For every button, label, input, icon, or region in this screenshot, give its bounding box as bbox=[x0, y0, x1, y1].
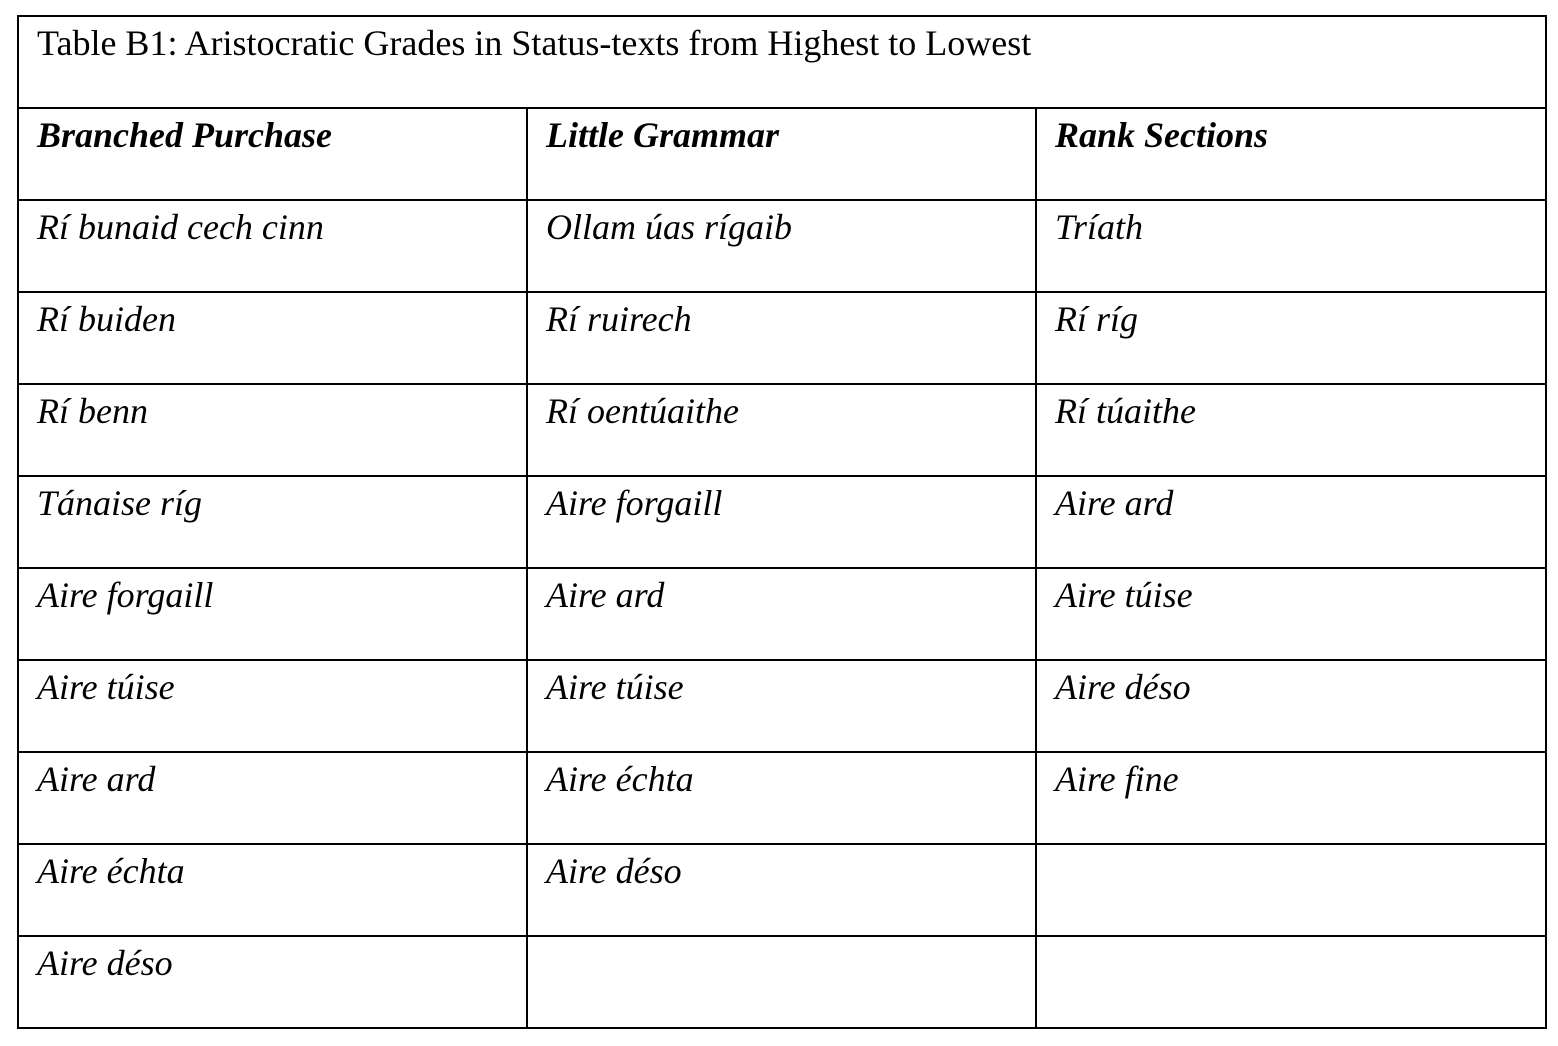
table-row: Aire ard Aire échta Aire fine bbox=[17, 751, 1548, 845]
column-header: Rank Sections bbox=[1034, 107, 1548, 201]
grade-cell: Aire déso bbox=[1034, 659, 1548, 753]
grade-cell: Aire fine bbox=[1034, 751, 1548, 845]
grade-cell: Aire forgaill bbox=[17, 567, 528, 661]
grade-cell: Aire ard bbox=[1034, 475, 1548, 569]
grade-cell: Aire échta bbox=[17, 843, 528, 937]
table-row: Aire échta Aire déso bbox=[17, 843, 1548, 937]
grade-cell: Rí bunaid cech cinn bbox=[17, 199, 528, 293]
grade-cell: Ollam úas rígaib bbox=[526, 199, 1037, 293]
grade-cell: Aire túise bbox=[17, 659, 528, 753]
table-row: Tánaise ríg Aire forgaill Aire ard bbox=[17, 475, 1548, 569]
table-body: Table B1: Aristocratic Grades in Status-… bbox=[16, 15, 1548, 1029]
grade-cell: Aire déso bbox=[526, 843, 1037, 937]
empty-cell bbox=[526, 935, 1037, 1029]
table-row: Rí buiden Rí ruirech Rí ríg bbox=[17, 291, 1548, 385]
empty-cell bbox=[1034, 843, 1548, 937]
title-row: Table B1: Aristocratic Grades in Status-… bbox=[16, 15, 1548, 109]
grade-cell: Tánaise ríg bbox=[17, 475, 528, 569]
grade-cell: Aire túise bbox=[1034, 567, 1548, 661]
grade-cell: Rí oentúaithe bbox=[526, 383, 1037, 477]
grade-cell: Rí benn bbox=[17, 383, 528, 477]
grade-cell: Aire déso bbox=[17, 935, 528, 1029]
table-row: Aire déso bbox=[17, 935, 1548, 1029]
grade-cell: Aire ard bbox=[526, 567, 1037, 661]
table-title: Table B1: Aristocratic Grades in Status-… bbox=[16, 15, 1548, 109]
table-row: Aire forgaill Aire ard Aire túise bbox=[17, 567, 1548, 661]
grades-table: Table B1: Aristocratic Grades in Status-… bbox=[16, 15, 1548, 1029]
grade-cell: Aire forgaill bbox=[526, 475, 1037, 569]
empty-cell bbox=[1034, 935, 1548, 1029]
grade-cell: Rí ríg bbox=[1034, 291, 1548, 385]
column-header: Little Grammar bbox=[526, 107, 1037, 201]
grade-cell: Rí buiden bbox=[17, 291, 528, 385]
grade-cell: Aire túise bbox=[526, 659, 1037, 753]
table-row: Rí bunaid cech cinn Ollam úas rígaib Tríat… bbox=[17, 199, 1548, 293]
grade-cell: Aire échta bbox=[526, 751, 1037, 845]
table-row: Rí benn Rí oentúaithe Rí túaithe bbox=[17, 383, 1548, 477]
grade-cell: Tríath bbox=[1034, 199, 1548, 293]
table-row: Aire túise Aire túise Aire déso bbox=[17, 659, 1548, 753]
header-row: Branched Purchase Little Grammar Rank Sect… bbox=[17, 107, 1548, 201]
column-header: Branched Purchase bbox=[17, 107, 528, 201]
grade-cell: Rí ruirech bbox=[526, 291, 1037, 385]
grade-cell: Rí túaithe bbox=[1034, 383, 1548, 477]
grade-cell: Aire ard bbox=[17, 751, 528, 845]
